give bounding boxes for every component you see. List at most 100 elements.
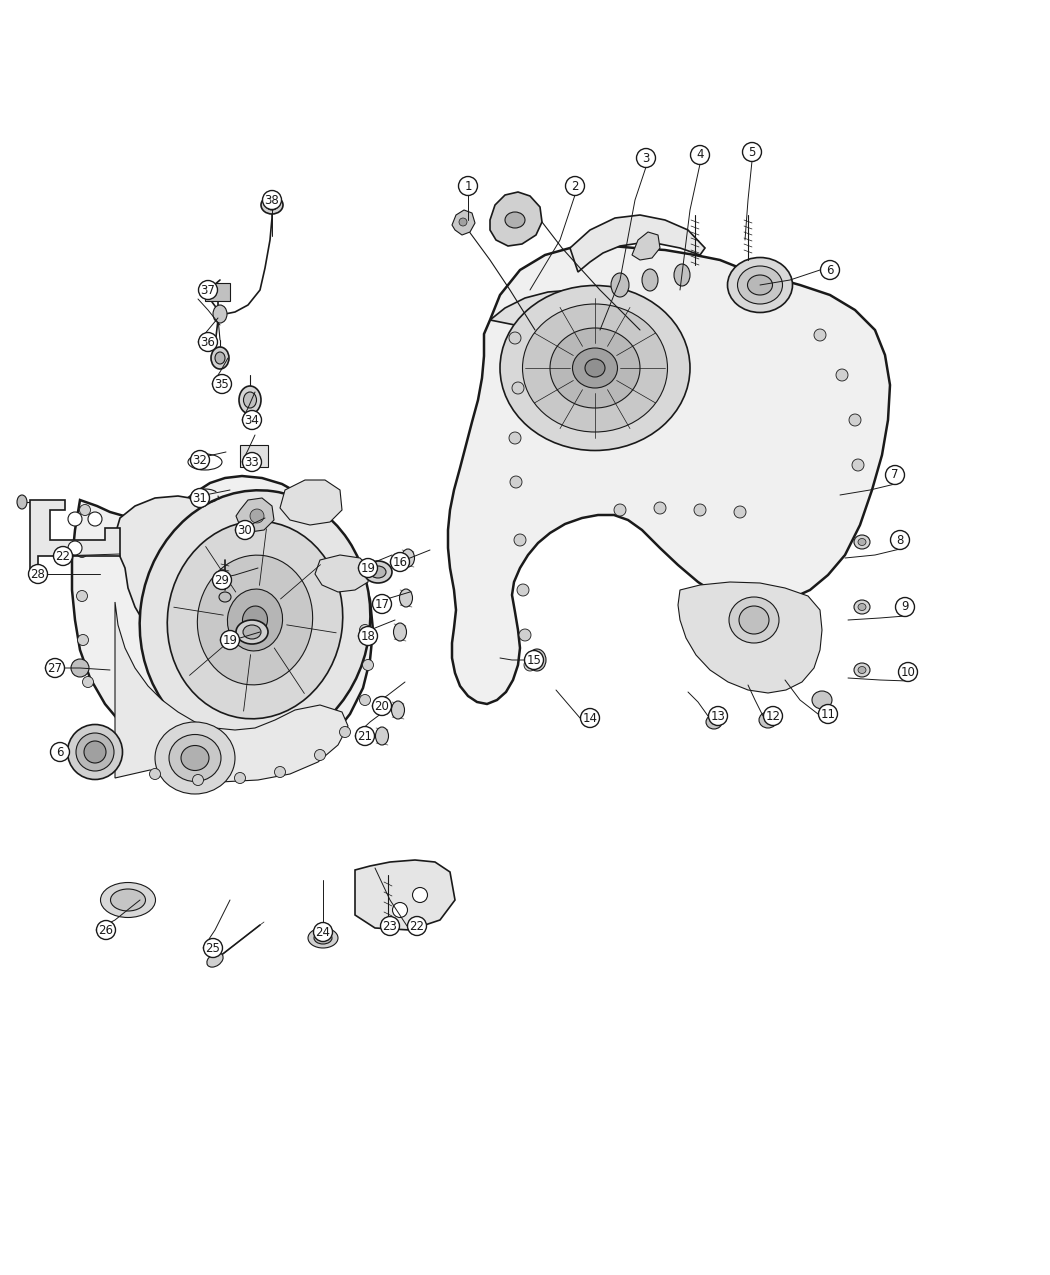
Polygon shape <box>452 210 475 235</box>
Ellipse shape <box>80 505 90 515</box>
Ellipse shape <box>858 603 866 611</box>
Ellipse shape <box>505 212 525 228</box>
Ellipse shape <box>674 264 690 286</box>
Text: 29: 29 <box>214 574 230 586</box>
Ellipse shape <box>308 928 338 949</box>
Ellipse shape <box>858 538 866 546</box>
Circle shape <box>407 917 426 936</box>
Circle shape <box>380 917 399 936</box>
Text: 9: 9 <box>901 601 908 613</box>
Ellipse shape <box>236 620 268 644</box>
Ellipse shape <box>858 667 866 673</box>
Text: 23: 23 <box>382 919 398 932</box>
Text: 8: 8 <box>897 533 904 547</box>
Ellipse shape <box>149 769 161 779</box>
Ellipse shape <box>812 691 832 709</box>
Circle shape <box>459 176 478 195</box>
Circle shape <box>566 176 585 195</box>
Text: 4: 4 <box>696 148 704 162</box>
Ellipse shape <box>261 196 284 214</box>
Text: 6: 6 <box>826 264 834 277</box>
Polygon shape <box>490 193 542 246</box>
Ellipse shape <box>611 273 629 297</box>
Ellipse shape <box>244 391 256 408</box>
Text: 19: 19 <box>223 634 237 646</box>
Circle shape <box>391 552 410 571</box>
Circle shape <box>235 520 254 539</box>
Circle shape <box>262 190 281 209</box>
Text: 11: 11 <box>820 708 836 720</box>
Text: 30: 30 <box>237 524 252 537</box>
Circle shape <box>885 465 904 484</box>
Ellipse shape <box>854 663 870 677</box>
Circle shape <box>373 696 392 715</box>
Ellipse shape <box>370 566 386 578</box>
Circle shape <box>373 594 392 613</box>
Ellipse shape <box>155 722 235 794</box>
Ellipse shape <box>67 724 123 779</box>
Ellipse shape <box>401 550 415 567</box>
Ellipse shape <box>854 536 870 550</box>
Ellipse shape <box>213 305 227 323</box>
Ellipse shape <box>211 347 229 368</box>
Ellipse shape <box>101 882 155 918</box>
Circle shape <box>28 565 47 584</box>
Polygon shape <box>315 555 370 592</box>
Ellipse shape <box>524 659 536 671</box>
Text: 28: 28 <box>30 567 45 580</box>
Text: 10: 10 <box>901 666 916 678</box>
Circle shape <box>198 333 217 352</box>
Circle shape <box>820 260 840 279</box>
Circle shape <box>890 530 909 550</box>
Ellipse shape <box>228 589 282 652</box>
Text: 34: 34 <box>245 413 259 427</box>
Ellipse shape <box>654 502 666 514</box>
Text: 5: 5 <box>749 145 756 158</box>
Bar <box>240 445 268 467</box>
Circle shape <box>220 631 239 649</box>
Ellipse shape <box>207 952 224 968</box>
Ellipse shape <box>362 659 374 671</box>
Ellipse shape <box>197 555 313 685</box>
Ellipse shape <box>849 414 861 426</box>
Ellipse shape <box>359 695 371 705</box>
Ellipse shape <box>376 727 388 745</box>
Text: 38: 38 <box>265 194 279 207</box>
Circle shape <box>198 280 217 300</box>
Text: 16: 16 <box>393 556 407 569</box>
Circle shape <box>212 375 231 394</box>
Ellipse shape <box>110 889 146 912</box>
Ellipse shape <box>243 606 268 634</box>
Text: 2: 2 <box>571 180 579 193</box>
Ellipse shape <box>759 711 777 728</box>
Polygon shape <box>72 476 373 780</box>
Ellipse shape <box>510 476 522 488</box>
Circle shape <box>190 450 210 469</box>
Ellipse shape <box>734 506 745 518</box>
Circle shape <box>356 727 375 746</box>
Ellipse shape <box>76 733 114 771</box>
Text: 22: 22 <box>56 550 70 562</box>
Ellipse shape <box>215 352 225 363</box>
Text: 26: 26 <box>99 923 113 937</box>
Text: 7: 7 <box>891 468 899 482</box>
Ellipse shape <box>519 629 531 641</box>
Text: 19: 19 <box>360 561 376 575</box>
Polygon shape <box>678 581 822 694</box>
Polygon shape <box>448 245 890 704</box>
Ellipse shape <box>528 649 546 671</box>
Ellipse shape <box>169 734 220 782</box>
Circle shape <box>243 411 261 430</box>
Circle shape <box>763 706 782 725</box>
Text: 37: 37 <box>201 283 215 297</box>
Circle shape <box>742 143 761 162</box>
Circle shape <box>358 626 378 645</box>
Text: 32: 32 <box>192 454 208 467</box>
Polygon shape <box>30 500 120 570</box>
Ellipse shape <box>83 677 93 687</box>
Ellipse shape <box>234 773 246 784</box>
Ellipse shape <box>315 750 326 760</box>
Text: 25: 25 <box>206 941 220 955</box>
Text: 36: 36 <box>201 335 215 348</box>
Circle shape <box>204 938 223 958</box>
